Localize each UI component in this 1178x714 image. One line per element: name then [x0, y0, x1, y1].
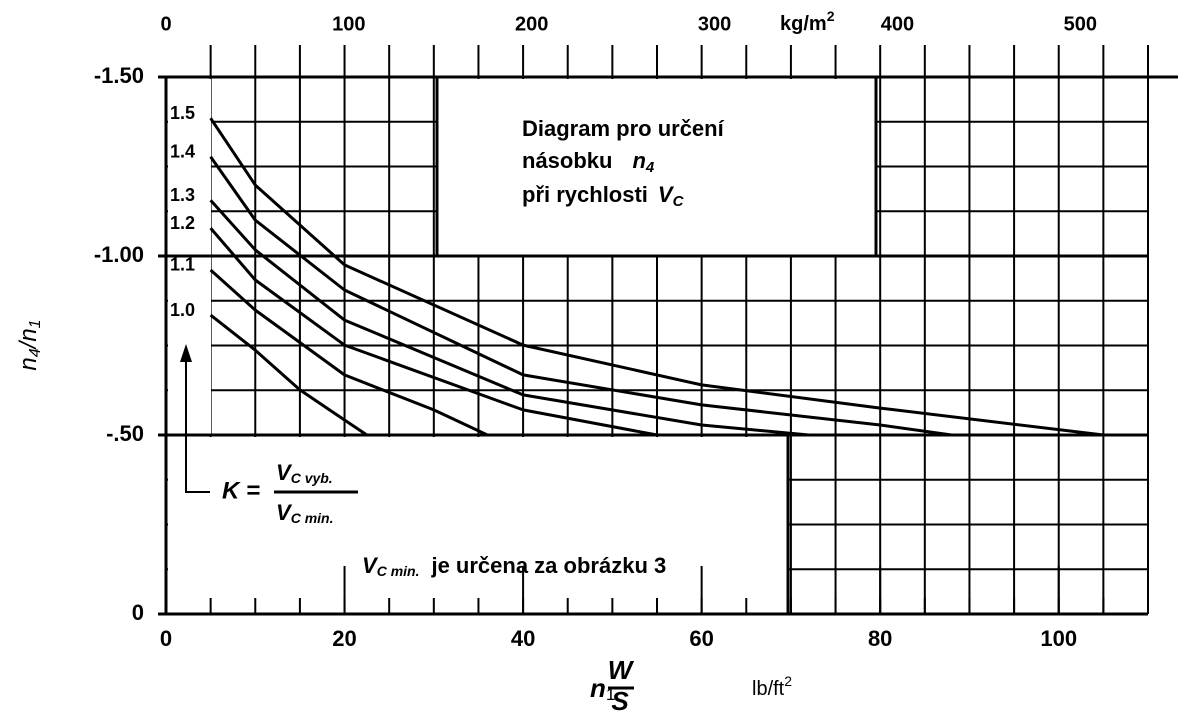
note-part: C min.: [377, 563, 420, 579]
y-tick-label: -.50: [106, 421, 144, 446]
texts: Diagram pro určení násobku n4 při rychlos…: [15, 8, 834, 714]
note-box: [168, 437, 787, 613]
x-label-part: n: [590, 673, 606, 703]
title-symbol: V: [658, 182, 675, 207]
curve: [209, 199, 809, 437]
k-part: C min.: [291, 510, 334, 526]
x2-tick-label: 300: [698, 13, 731, 35]
y-tick-label: 0: [132, 600, 144, 625]
x2-unit-text: kg/m: [780, 13, 827, 35]
curve-label: 1.5: [170, 103, 195, 123]
x-axis-label: n1: [590, 673, 615, 705]
y-axis-label: n4/n1: [15, 319, 44, 370]
x-tick-label: 20: [332, 626, 356, 651]
y-label-part: n: [15, 357, 42, 370]
x-unit: lb/ft2: [752, 673, 792, 701]
curve: [209, 117, 1104, 437]
x2-tick-label: 400: [881, 13, 914, 35]
arrow: [185, 360, 210, 493]
title-sub: 4: [645, 159, 655, 176]
x-tick-label: 60: [689, 626, 713, 651]
curve-label: 1.1: [170, 255, 195, 275]
curve: [209, 268, 489, 437]
y-label-part: /n: [15, 328, 42, 350]
x-tick-label: 0: [160, 626, 172, 651]
x-tick-label: 40: [511, 626, 535, 651]
note: VC min. je určena za obrázku 3: [362, 553, 666, 579]
curve: [209, 227, 658, 437]
curve-label: 1.2: [170, 213, 195, 233]
y-tick-label: -1.50: [94, 63, 144, 88]
x2-tick-label: 200: [515, 13, 548, 35]
x-unit-text: lb/ft: [752, 678, 785, 700]
curve-label: 1.0: [170, 300, 195, 320]
title-symbol: n: [632, 148, 645, 173]
title-line: Diagram pro určení: [522, 116, 725, 141]
arrow-head: [180, 344, 192, 362]
x2-unit: kg/m2: [780, 8, 835, 36]
x-label-num: W: [608, 655, 635, 685]
k-num: VC vyb.: [276, 460, 333, 486]
y-label-part: 1: [27, 319, 44, 328]
title-sub: C: [673, 193, 685, 210]
k-den: VC min.: [276, 500, 333, 526]
k-part: V: [276, 500, 293, 525]
title-text: při rychlosti: [522, 182, 648, 207]
curve: [209, 313, 368, 437]
x-label-part: 1: [606, 685, 615, 704]
curve-label: 1.3: [170, 185, 195, 205]
x2-tick-label: 100: [332, 13, 365, 35]
title-line: násobku n4: [522, 148, 655, 176]
boxes: [168, 79, 875, 613]
title-box: [437, 79, 875, 255]
k-part: V: [276, 460, 293, 485]
curve-label: 1.4: [170, 142, 195, 162]
x2-tick-label: 0: [160, 13, 171, 35]
curve: [209, 155, 952, 437]
x-tick-label: 80: [868, 626, 892, 651]
note-part: je určena za obrázku 3: [430, 553, 666, 578]
x-label-den: S: [611, 686, 629, 714]
title-line: při rychlosti VC: [522, 182, 685, 210]
x-tick-label: 100: [1040, 626, 1077, 651]
k-part: C vyb.: [291, 470, 333, 486]
x2-unit-sup: 2: [827, 8, 835, 24]
note-part: V: [362, 553, 379, 578]
k-symbol: K =: [222, 477, 260, 504]
y-tick-label: -1.00: [94, 242, 144, 267]
x2-tick-label: 500: [1064, 13, 1097, 35]
x-unit-sup: 2: [784, 673, 792, 689]
y-label-part: 4: [27, 348, 44, 357]
title-text: násobku: [522, 148, 612, 173]
